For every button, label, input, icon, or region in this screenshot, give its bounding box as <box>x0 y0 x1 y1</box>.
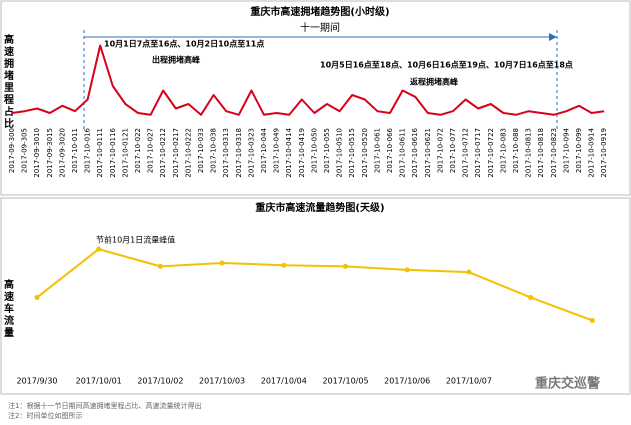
x-tick-label: 2017-10-0611 <box>399 128 407 178</box>
x-tick-label: 2017-10-0121 <box>121 128 129 178</box>
footnote: 注1：根据十一节日期间高速拥堵里程占比、高速流量统计得出 <box>8 401 201 410</box>
x-tick-label: 2017/10/06 <box>384 377 430 386</box>
annotation: 10月1日7点至16点、10月2日10点至11点 <box>104 39 264 49</box>
chart-title: 重庆市高速拥堵趋势图(小时级) <box>250 5 389 18</box>
x-tick-label: 2017-10-0212 <box>159 128 167 178</box>
x-tick-label: 2017-10-0222 <box>184 128 192 178</box>
x-tick-label: 2017-10-0116 <box>109 127 117 177</box>
x-tick-label: 2017-10-094 <box>562 127 570 173</box>
x-tick-label: 2017-10-022 <box>134 128 142 173</box>
chart-title: 重庆市高速流量趋势图(天级) <box>255 201 384 214</box>
x-tick-label: 2017-10-044 <box>260 127 268 173</box>
data-line <box>11 44 605 116</box>
x-tick-label: 2017/10/02 <box>137 377 183 386</box>
x-tick-label: 2017-10-055 <box>323 128 331 173</box>
x-tick-label: 2017-10-0419 <box>298 128 306 178</box>
data-point <box>404 267 410 273</box>
y-axis-label: 高速拥堵里程占比 <box>4 33 14 130</box>
footnote: 注2：时间单位如图所示 <box>8 411 82 420</box>
x-tick-label: 2017/10/05 <box>322 377 368 386</box>
x-tick-label: 2017-10-0520 <box>361 128 369 178</box>
x-tick-label: 2017-09-3010 <box>33 128 41 178</box>
x-tick-label: 2017-10-016 <box>84 127 92 173</box>
x-tick-label: 2017-09-300 <box>8 128 16 173</box>
data-point <box>528 294 534 300</box>
x-tick-label: 2017-10-0919 <box>600 128 608 178</box>
period-label: 十一期间 <box>300 21 340 34</box>
x-tick-label: 2017-10-099 <box>575 128 583 173</box>
annotation: 返程拥堵高峰 <box>410 77 458 87</box>
x-tick-label: 2017-10-0823 <box>550 128 558 178</box>
annotation: 出程拥堵高峰 <box>152 55 200 65</box>
x-tick-label: 2017/9/30 <box>16 377 57 386</box>
data-point <box>589 317 595 323</box>
x-tick-label: 2017-10-0111 <box>96 128 104 178</box>
top-panel <box>0 0 631 196</box>
x-tick-label: 2017-10-0318 <box>235 128 243 178</box>
x-tick-label: 2017-10-050 <box>310 128 318 173</box>
x-tick-label: 2017-10-072 <box>436 128 444 173</box>
x-tick-label: 2017/10/07 <box>446 377 492 386</box>
x-tick-label: 2017-10-0510 <box>336 128 344 178</box>
arrow-head <box>549 33 557 41</box>
data-point <box>343 263 348 269</box>
x-tick-label: 2017-10-061 <box>373 128 381 173</box>
data-line <box>36 248 593 322</box>
x-tick-label: 2017-10-0712 <box>462 128 470 178</box>
data-point <box>96 246 102 252</box>
data-point <box>34 294 40 300</box>
x-tick-label: 2017-10-066 <box>386 127 394 173</box>
x-tick-label: 2017-09-3015 <box>46 128 54 178</box>
x-tick-label: 2017/10/01 <box>76 377 122 386</box>
x-tick-label: 2017-10-0217 <box>172 128 180 178</box>
y-axis-label: 高速车流量 <box>4 278 14 339</box>
data-point <box>466 269 472 275</box>
x-tick-label: 2017-10-0813 <box>525 128 533 178</box>
x-tick-label: 2017-10-0515 <box>348 128 356 178</box>
x-tick-label: 2017-10-038 <box>210 128 218 173</box>
x-tick-label: 2017-10-049 <box>273 128 281 173</box>
x-tick-label: 2017-10-0914 <box>588 127 596 177</box>
x-tick-label: 2017-10-088 <box>512 128 520 173</box>
x-tick-label: 2017/10/04 <box>261 377 307 386</box>
x-tick-label: 2017-10-0323 <box>247 128 255 178</box>
x-tick-label: 2017-10-0414 <box>285 127 293 177</box>
annotation: 节前10月1日流量峰值 <box>96 235 175 245</box>
x-tick-label: 2017-10-083 <box>499 128 507 173</box>
x-tick-label: 2017-09-3020 <box>58 128 66 178</box>
x-tick-label: 2017-10-077 <box>449 128 457 173</box>
x-tick-label: 2017-10-0313 <box>222 128 230 178</box>
x-tick-label: 2017-10-0818 <box>537 128 545 178</box>
x-tick-label: 2017-10-0616 <box>411 127 419 177</box>
x-tick-label: 2017-10-0621 <box>424 128 432 178</box>
x-tick-label: 2017-09-305 <box>21 128 29 173</box>
data-point <box>157 263 163 269</box>
x-tick-label: 2017-10-027 <box>147 128 155 173</box>
data-point <box>219 260 225 266</box>
x-tick-label: 2017-10-0717 <box>474 128 482 178</box>
x-tick-label: 2017-10-033 <box>197 128 205 173</box>
x-tick-label: 2017/10/03 <box>199 377 245 386</box>
watermark: 重庆交巡警 <box>535 376 600 392</box>
x-tick-label: 2017-10-011 <box>71 128 79 173</box>
x-tick-label: 2017-10-0722 <box>487 128 495 178</box>
data-point <box>281 262 287 268</box>
bottom-panel <box>0 197 631 395</box>
annotation: 10月5日16点至18点、10月6日16点至19点、10月7日16点至18点 <box>320 60 573 70</box>
